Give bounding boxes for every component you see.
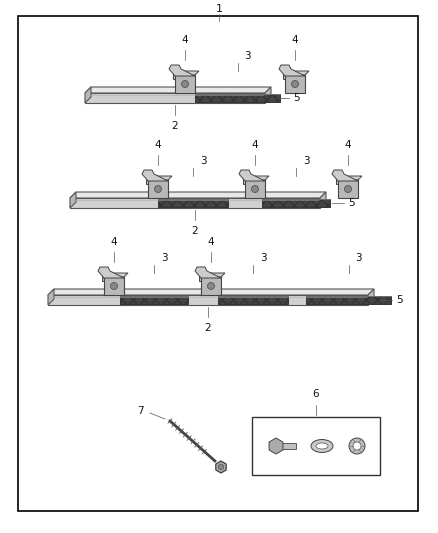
Polygon shape — [158, 199, 228, 207]
Polygon shape — [239, 170, 265, 181]
Polygon shape — [269, 438, 283, 454]
Polygon shape — [338, 180, 358, 198]
Polygon shape — [201, 277, 221, 295]
Text: 4: 4 — [208, 237, 214, 247]
Text: 4: 4 — [155, 140, 161, 150]
Text: 3: 3 — [303, 156, 309, 166]
Text: 7: 7 — [138, 406, 144, 416]
Polygon shape — [70, 198, 320, 208]
Polygon shape — [102, 275, 124, 281]
Polygon shape — [169, 65, 195, 76]
Polygon shape — [48, 289, 54, 305]
Text: 3: 3 — [260, 253, 266, 263]
Text: 6: 6 — [313, 389, 319, 399]
Text: 3: 3 — [200, 156, 206, 166]
Polygon shape — [85, 87, 271, 93]
Text: 4: 4 — [345, 140, 351, 150]
Polygon shape — [104, 277, 124, 295]
Circle shape — [251, 185, 258, 192]
Text: 2: 2 — [205, 323, 211, 333]
Polygon shape — [173, 73, 195, 79]
Text: 4: 4 — [111, 237, 117, 247]
Text: 5: 5 — [348, 198, 355, 208]
Polygon shape — [368, 289, 374, 305]
Circle shape — [353, 442, 361, 450]
Text: 3: 3 — [244, 51, 251, 61]
Polygon shape — [218, 296, 288, 304]
Polygon shape — [195, 267, 221, 278]
Polygon shape — [216, 461, 226, 473]
Circle shape — [292, 80, 299, 87]
Polygon shape — [148, 180, 168, 198]
Polygon shape — [142, 170, 168, 181]
Text: 5: 5 — [293, 93, 300, 103]
Polygon shape — [279, 65, 305, 76]
Circle shape — [345, 185, 352, 192]
Polygon shape — [85, 93, 265, 103]
Text: 2: 2 — [192, 226, 198, 236]
Polygon shape — [262, 199, 330, 207]
Polygon shape — [120, 296, 188, 304]
Ellipse shape — [316, 443, 328, 449]
Polygon shape — [306, 296, 391, 304]
Polygon shape — [320, 192, 326, 208]
Bar — [276, 443, 296, 449]
Polygon shape — [48, 289, 374, 295]
Polygon shape — [199, 275, 221, 281]
Text: 4: 4 — [252, 140, 258, 150]
Text: 1: 1 — [215, 4, 223, 14]
Polygon shape — [245, 176, 269, 180]
Polygon shape — [338, 176, 362, 180]
Polygon shape — [85, 87, 91, 103]
Circle shape — [208, 282, 215, 289]
Polygon shape — [98, 267, 124, 278]
Polygon shape — [148, 176, 172, 180]
Polygon shape — [70, 192, 326, 198]
Polygon shape — [48, 295, 368, 305]
Polygon shape — [332, 170, 358, 181]
Polygon shape — [201, 273, 225, 277]
Polygon shape — [104, 273, 128, 277]
Text: 2: 2 — [172, 121, 178, 131]
Polygon shape — [245, 180, 265, 198]
Ellipse shape — [311, 440, 333, 453]
Text: 4: 4 — [292, 35, 298, 45]
Polygon shape — [219, 464, 223, 470]
Polygon shape — [285, 71, 309, 75]
Polygon shape — [175, 75, 195, 93]
Polygon shape — [195, 94, 280, 102]
Circle shape — [181, 80, 188, 87]
Polygon shape — [285, 75, 305, 93]
Bar — [252, 417, 380, 475]
Text: 4: 4 — [182, 35, 188, 45]
Circle shape — [349, 438, 365, 454]
Polygon shape — [146, 178, 168, 184]
Polygon shape — [336, 178, 358, 184]
Text: 3: 3 — [161, 253, 167, 263]
Text: 3: 3 — [355, 253, 362, 263]
Polygon shape — [283, 73, 305, 79]
Polygon shape — [175, 71, 199, 75]
Polygon shape — [243, 178, 265, 184]
Circle shape — [110, 282, 117, 289]
Circle shape — [155, 185, 162, 192]
Polygon shape — [70, 192, 76, 208]
Text: 5: 5 — [396, 295, 403, 305]
Polygon shape — [265, 87, 271, 103]
